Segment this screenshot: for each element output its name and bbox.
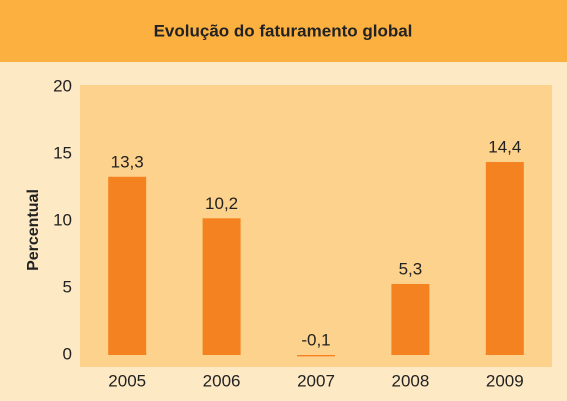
y-tick-label: 20 [53, 76, 72, 95]
plot-area [80, 85, 552, 367]
y-tick-label: 15 [53, 143, 72, 162]
x-tick-label: 2008 [391, 371, 429, 390]
y-tick-label: 10 [53, 210, 72, 229]
header [0, 0, 567, 62]
x-tick-label: 2007 [297, 371, 335, 390]
value-label: 10,2 [205, 194, 238, 213]
bar [297, 355, 335, 357]
bar [108, 176, 147, 355]
y-axis-label: Percentual [25, 189, 42, 271]
y-tick-label: 0 [63, 344, 72, 363]
bar [202, 218, 241, 355]
value-label: 14,4 [488, 138, 521, 157]
y-tick-label: 5 [63, 277, 72, 296]
value-label: 13,3 [111, 152, 144, 171]
x-tick-label: 2006 [203, 371, 241, 390]
chart-title: Evolução do faturamento global [154, 21, 413, 40]
x-tick-label: 2005 [108, 371, 146, 390]
x-tick-label: 2009 [486, 371, 524, 390]
bar [485, 162, 524, 355]
value-label: 5,3 [399, 259, 423, 278]
bar [391, 283, 430, 355]
value-label: -0,1 [301, 330, 330, 349]
